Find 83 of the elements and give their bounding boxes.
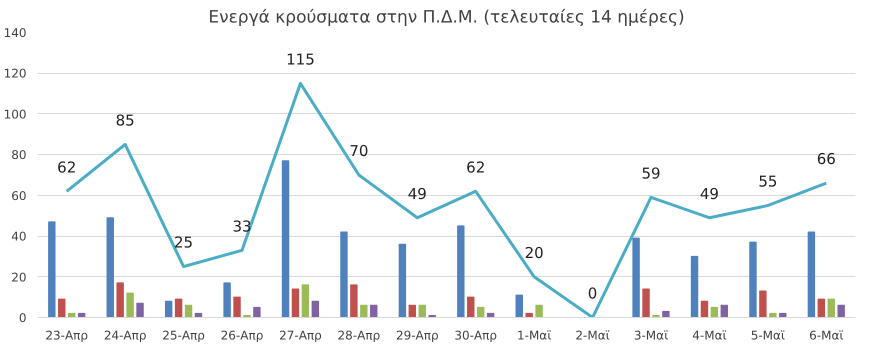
y-tick-label: 40 xyxy=(11,230,27,244)
bar xyxy=(818,298,826,318)
bar xyxy=(58,298,66,318)
data-label: 49 xyxy=(700,184,719,203)
bar xyxy=(808,232,816,318)
y-tick-label: 0 xyxy=(18,311,27,325)
bar xyxy=(632,238,640,318)
x-tick-label: 26-Απρ xyxy=(220,328,264,342)
bar xyxy=(126,292,134,318)
bar xyxy=(759,290,767,318)
bar xyxy=(749,242,757,318)
bar xyxy=(700,300,708,318)
bar xyxy=(174,298,182,318)
bar xyxy=(116,282,124,318)
x-tick-label: 5-Μαϊ xyxy=(750,328,786,342)
bar xyxy=(642,288,650,318)
x-tick-label: 6-Μαϊ xyxy=(809,328,844,342)
bar xyxy=(525,312,533,318)
data-label: 70 xyxy=(349,142,368,160)
x-tick-label: 3-Μαϊ xyxy=(634,328,668,342)
bar xyxy=(779,312,786,318)
x-tick-label: 29-Απρ xyxy=(396,328,439,342)
bar xyxy=(476,306,484,318)
bar xyxy=(662,310,670,318)
bar xyxy=(340,232,348,318)
bar xyxy=(350,284,358,318)
bar xyxy=(312,300,320,318)
x-tick-label: 28-Απρ xyxy=(338,328,380,342)
bar xyxy=(837,304,845,318)
data-label: 25 xyxy=(174,234,194,252)
data-label: 0 xyxy=(588,284,598,302)
x-tick-label: 4-Μαϊ xyxy=(692,328,727,342)
data-label: 85 xyxy=(116,111,135,130)
y-tick-label: 140 xyxy=(4,26,26,40)
bar xyxy=(360,304,368,318)
data-label: 62 xyxy=(57,158,76,176)
bar xyxy=(302,284,310,318)
bar xyxy=(164,300,172,318)
y-tick-label: 80 xyxy=(11,148,27,162)
bar xyxy=(710,306,718,318)
data-label: 115 xyxy=(286,50,315,68)
bar xyxy=(408,304,416,318)
x-tick-label: 30-Απρ xyxy=(454,328,498,342)
bar xyxy=(516,294,523,318)
bar xyxy=(233,296,241,318)
data-label: 66 xyxy=(816,150,836,168)
bar xyxy=(370,304,378,318)
bar xyxy=(467,296,474,318)
y-tick-label: 20 xyxy=(11,270,27,284)
chart-title: Ενεργά κρούσματα στην Π.Δ.Μ. (τελευταίες 14 ημέρες) xyxy=(208,8,685,28)
x-tick-label: 24-Απρ xyxy=(104,328,146,342)
y-tick-label: 60 xyxy=(11,188,27,203)
bar xyxy=(68,312,76,318)
bar xyxy=(398,244,406,318)
bar xyxy=(720,304,728,318)
data-label: 49 xyxy=(408,184,427,203)
data-label: 59 xyxy=(641,164,661,182)
bar xyxy=(769,312,777,318)
y-tick-label: 100 xyxy=(4,107,26,122)
data-label: 20 xyxy=(524,244,544,262)
x-tick-label: 23-Απρ xyxy=(45,328,88,342)
x-tick-label: 25-Απρ xyxy=(162,328,205,342)
y-tick-label: 120 xyxy=(4,66,26,81)
data-label: 62 xyxy=(466,158,486,176)
x-tick-label: 1-Μαϊ xyxy=(517,328,552,342)
bar xyxy=(78,312,86,318)
bar xyxy=(828,298,835,318)
bar xyxy=(253,306,261,318)
x-tick-label: 27-Απρ xyxy=(279,328,322,342)
bar xyxy=(486,312,494,318)
bar xyxy=(690,256,698,318)
x-tick-label: 2-Μαϊ xyxy=(575,328,610,342)
bar xyxy=(457,225,465,318)
bar xyxy=(136,302,144,318)
bar xyxy=(223,282,231,318)
bar xyxy=(106,217,114,318)
bar xyxy=(535,304,543,318)
bar xyxy=(184,304,192,318)
bar xyxy=(418,304,426,318)
bar xyxy=(48,221,56,318)
bar xyxy=(292,288,300,318)
data-label: 55 xyxy=(758,172,778,191)
bar xyxy=(282,160,290,318)
